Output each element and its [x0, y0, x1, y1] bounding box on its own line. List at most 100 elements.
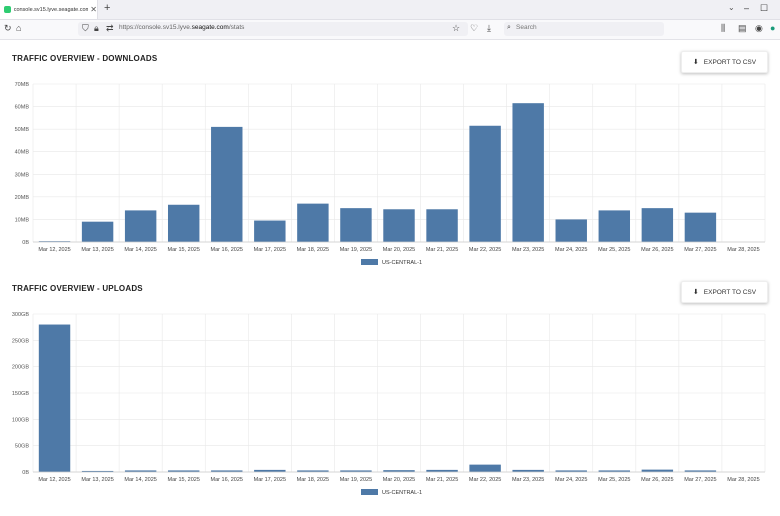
bar [641, 469, 674, 472]
x-tick-label: Mar 21, 2025 [426, 247, 458, 253]
library-icon[interactable]: ⫼ [721, 23, 726, 33]
bar [469, 125, 501, 242]
export-csv-label: EXPORT TO CSV [703, 58, 757, 66]
bar [211, 470, 243, 472]
x-tick-label: Mar 16, 2025 [211, 247, 243, 253]
bookmark-star-icon[interactable]: ☆ [452, 23, 461, 33]
address-bar[interactable]: ⛉ 🔒︎ ⇄ https://console.sv15.lyve.seagate… [78, 22, 468, 36]
y-tick-label: 60MB [15, 105, 30, 111]
y-tick-label: 100GB [12, 417, 29, 423]
bar [211, 126, 243, 242]
downloads-icon[interactable]: ⤓ [487, 23, 491, 33]
x-tick-label: Mar 20, 2025 [383, 477, 415, 483]
x-tick-label: Mar 13, 2025 [81, 477, 113, 483]
site-favicon-icon [4, 6, 11, 13]
downloads-chart: 0B 10MB 20MB 30MB 40MB 50MB 60MB 70MB Mar 12, 20… [15, 82, 766, 266]
minimize-icon[interactable]: – [744, 3, 750, 13]
tab-title: console.sv15.lyve.seagate.com/ [13, 6, 89, 13]
export-csv-downloads-button[interactable]: ⬇ EXPORT TO CSV [681, 51, 768, 73]
tab-strip: console.sv15.lyve.seagate.com/ ✕ + ⌄ – ☐ [0, 0, 780, 20]
x-tick-label: Mar 14, 2025 [124, 247, 156, 253]
bar [426, 209, 458, 242]
downloads-title: TRAFFIC OVERVIEW - DOWNLOADS [12, 54, 158, 63]
lock-icon[interactable]: 🔒︎ [94, 23, 99, 33]
legend-swatch [361, 259, 378, 265]
browser-tab[interactable]: console.sv15.lyve.seagate.com/ ✕ [0, 0, 98, 19]
y-tick-label: 200GB [12, 365, 29, 371]
y-tick-label: 50MB [15, 127, 30, 133]
bar [598, 210, 631, 242]
download-icon: ⬇ [692, 289, 699, 296]
extension-icon[interactable]: ● [770, 23, 776, 33]
y-tick-label: 300GB [12, 312, 29, 318]
url-text: https://console.sv15.lyve.seagate.com/st… [119, 24, 245, 31]
y-tick-label: 10MB [15, 217, 30, 223]
permissions-icon[interactable]: ⇄ [106, 23, 114, 33]
legend-swatch [361, 489, 378, 495]
y-tick-label: 150GB [12, 391, 29, 397]
x-tick-label: Mar 16, 2025 [211, 477, 243, 483]
x-tick-label: Mar 24, 2025 [555, 247, 587, 253]
x-tick-label: Mar 23, 2025 [512, 477, 544, 483]
account-icon[interactable]: ◉ [755, 23, 763, 33]
x-tick-label: Mar 19, 2025 [340, 477, 372, 483]
bar [512, 469, 544, 472]
x-tick-label: Mar 28, 2025 [727, 247, 759, 253]
uploads-chart: 0B 50GB 100GB 150GB 200GB 250GB 300GB Mar 12, 2… [12, 312, 766, 496]
x-tick-label: Mar 15, 2025 [167, 247, 199, 253]
bar [340, 208, 372, 242]
bar [167, 470, 200, 472]
close-tab-icon[interactable]: ✕ [90, 5, 97, 14]
x-tick-label: Mar 27, 2025 [684, 247, 716, 253]
x-tick-label: Mar 27, 2025 [684, 477, 716, 483]
y-tick-label: 0B [22, 240, 29, 246]
x-tick-label: Mar 18, 2025 [297, 477, 329, 483]
search-icon: ⌕ [507, 24, 511, 31]
x-tick-label: Mar 14, 2025 [124, 477, 156, 483]
bar [81, 221, 114, 242]
x-tick-label: Mar 13, 2025 [81, 247, 113, 253]
pocket-icon[interactable]: ♡ [470, 23, 479, 33]
maximize-icon[interactable]: ☐ [760, 3, 769, 13]
bar [38, 324, 71, 472]
bar [254, 469, 286, 472]
y-tick-label: 20MB [15, 195, 30, 201]
shield-icon[interactable]: ⛉ [82, 23, 89, 33]
x-tick-label: Mar 18, 2025 [297, 247, 329, 253]
legend-label: US-CENTRAL-1 [382, 260, 422, 266]
sidebar-icon[interactable]: ▤ [738, 23, 747, 33]
chevron-down-icon[interactable]: ⌄ [728, 3, 735, 12]
uploads-title: TRAFFIC OVERVIEW - UPLOADS [12, 284, 143, 293]
x-tick-label: Mar 15, 2025 [167, 477, 199, 483]
nav-toolbar: ↻ ⌂ ⛉ 🔒︎ ⇄ https://console.sv15.lyve.sea… [0, 20, 780, 40]
export-csv-label: EXPORT TO CSV [703, 288, 757, 296]
search-placeholder: Search [516, 24, 537, 31]
bar [684, 470, 717, 472]
export-csv-uploads-button[interactable]: ⬇ EXPORT TO CSV [681, 281, 768, 303]
bar [124, 210, 157, 242]
x-tick-label: Mar 26, 2025 [641, 247, 673, 253]
bar [167, 204, 200, 242]
x-tick-label: Mar 23, 2025 [512, 247, 544, 253]
legend-label: US-CENTRAL-1 [382, 490, 422, 496]
x-tick-label: Mar 22, 2025 [469, 477, 501, 483]
y-tick-label: 30MB [15, 172, 30, 178]
y-tick-label: 70MB [15, 82, 30, 88]
bar [512, 103, 544, 242]
x-tick-label: Mar 26, 2025 [641, 477, 673, 483]
new-tab-button[interactable]: + [104, 2, 111, 14]
y-tick-label: 40MB [15, 150, 30, 156]
bar [469, 464, 501, 472]
x-tick-label: Mar 20, 2025 [383, 247, 415, 253]
y-tick-label: 0B [22, 470, 29, 476]
bar [684, 212, 717, 242]
y-tick-label: 50GB [15, 444, 29, 450]
x-tick-label: Mar 28, 2025 [727, 477, 759, 483]
x-tick-label: Mar 17, 2025 [254, 477, 286, 483]
bar [383, 470, 415, 472]
search-input[interactable]: ⌕ Search [504, 22, 664, 36]
x-tick-label: Mar 12, 2025 [38, 247, 70, 253]
reload-icon[interactable]: ↻ [4, 23, 12, 33]
home-icon[interactable]: ⌂ [16, 23, 22, 33]
bar [340, 470, 372, 472]
